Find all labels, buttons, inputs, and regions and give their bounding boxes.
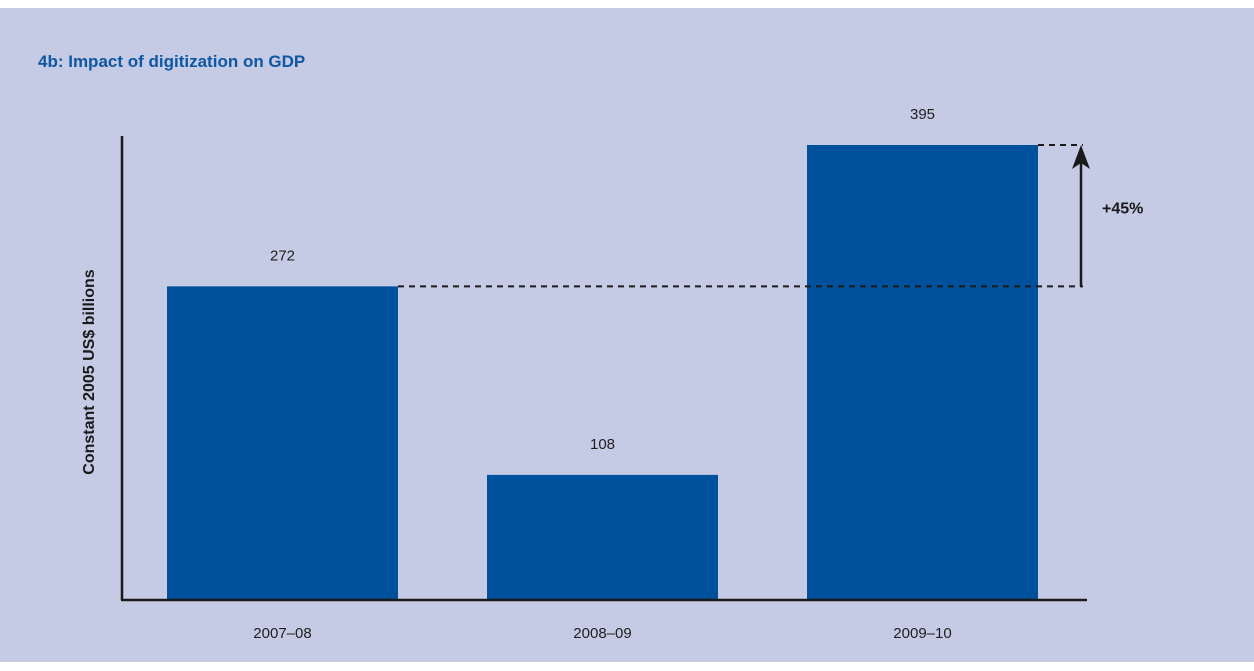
chart-panel: 4b: Impact of digitization on GDP 272 108… — [0, 8, 1254, 662]
growth-annotation-label: +45% — [1102, 201, 1143, 218]
value-label-1: 108 — [590, 436, 615, 453]
bar-0 — [167, 286, 398, 599]
x-tick-label-1: 2008–09 — [573, 625, 631, 642]
arrow-up-icon — [1072, 145, 1090, 169]
chart-title: 4b: Impact of digitization on GDP — [38, 52, 306, 71]
x-tick-label-0: 2007–08 — [253, 625, 311, 642]
bar-1 — [487, 474, 718, 599]
bars-group — [167, 145, 1038, 599]
x-tick-labels-group: 2007–08 2008–09 2009–10 — [253, 625, 951, 642]
growth-annotation: +45% — [398, 144, 1143, 288]
bar-2 — [807, 145, 1038, 599]
value-label-2: 395 — [910, 106, 935, 123]
value-labels-group: 272 108 395 — [270, 106, 935, 453]
x-tick-label-2: 2009–10 — [893, 625, 951, 642]
bar-chart: 272 108 395 2007–08 2008–09 2009–10 +45% Con… — [81, 106, 1143, 642]
value-label-0: 272 — [270, 247, 295, 264]
y-axis-label: Constant 2005 US$ billions — [81, 269, 98, 474]
